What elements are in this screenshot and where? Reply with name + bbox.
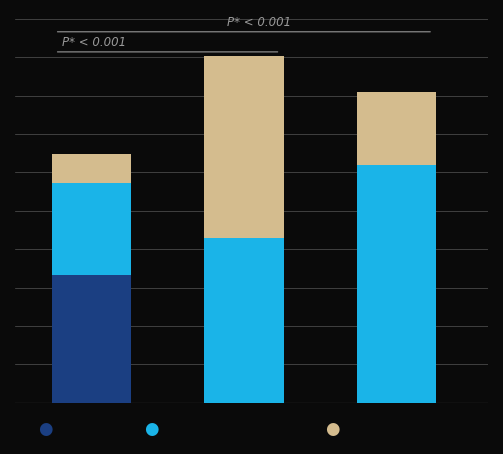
Bar (52, 275, 131, 403)
Text: P* < 0.001: P* < 0.001 (227, 16, 291, 29)
Text: P* < 0.001: P* < 0.001 (62, 36, 126, 49)
Text: ●: ● (38, 420, 52, 438)
Bar (52, 154, 131, 183)
Bar (357, 165, 436, 403)
Bar (52, 183, 131, 275)
Bar (204, 55, 284, 238)
Text: ●: ● (144, 420, 158, 438)
Text: ●: ● (325, 420, 339, 438)
Bar (204, 238, 284, 403)
Bar (357, 92, 436, 165)
